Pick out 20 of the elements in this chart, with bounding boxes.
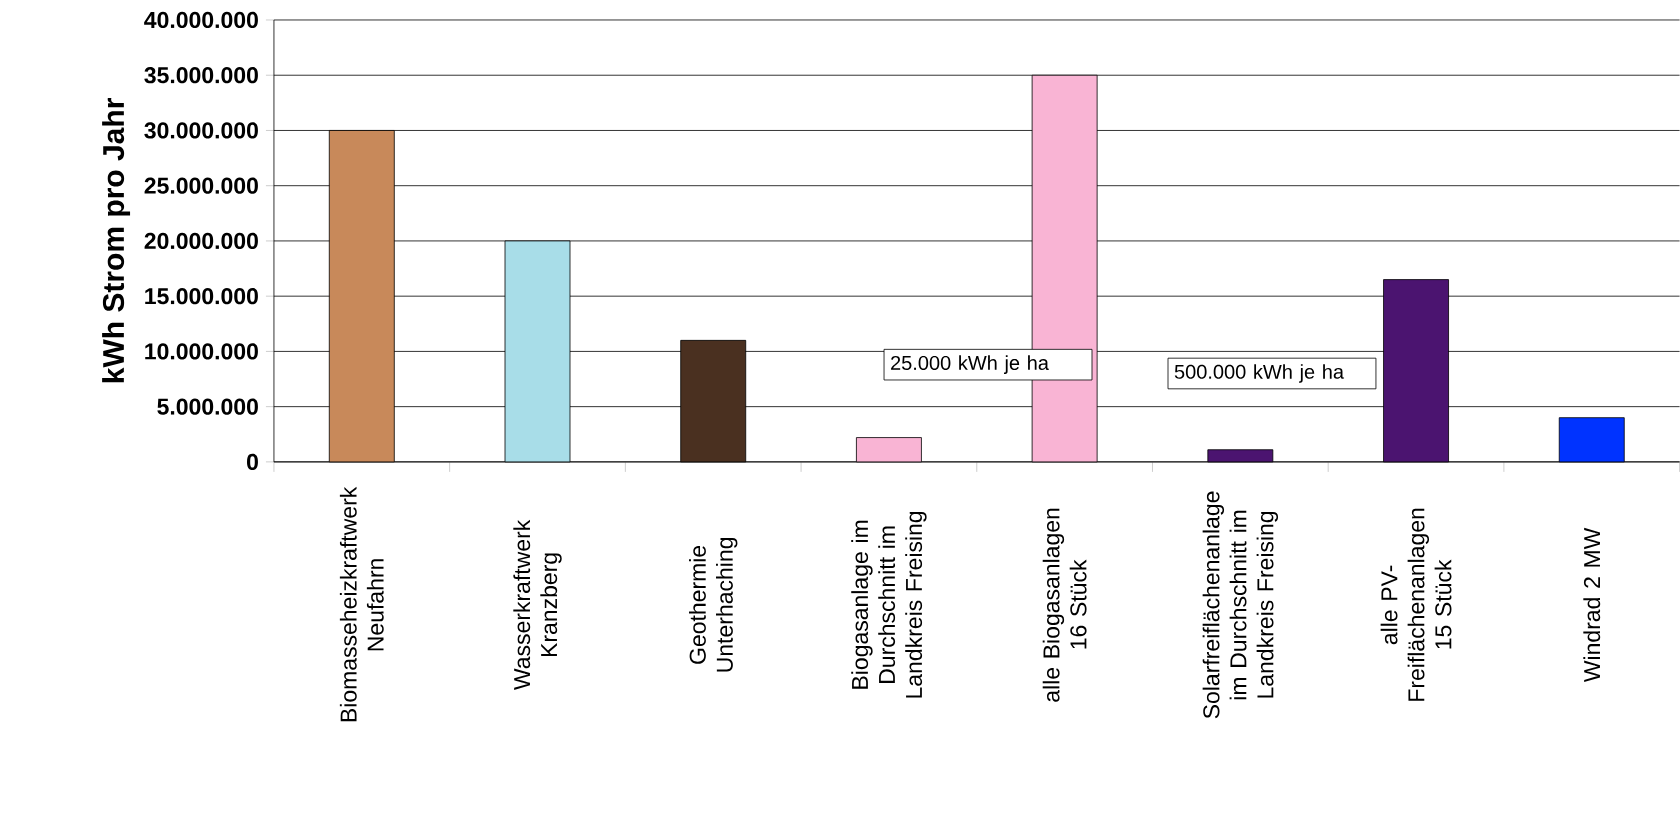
x-tick-label: Biogasanlage im Durchschnitt im Landkreis Freising xyxy=(851,511,927,698)
y-tick-label: 25.000.000 xyxy=(144,177,258,194)
annotation: 25.000 kWh je ha xyxy=(891,355,1049,375)
y-tick-label: 15.000.000 xyxy=(145,288,258,305)
y-tick-label: 10.000.000 xyxy=(145,343,258,360)
x-tick-label: Biomasseheizkraftwerk Neufahrn xyxy=(339,486,384,722)
x-tick-label: Windrad 2 MW xyxy=(1583,527,1601,683)
y-tick-label: 5.000.000 xyxy=(157,398,258,415)
x-tick-label: alle PV-Freiflächenanlagen 15 Stück xyxy=(1380,508,1452,701)
y-tick-label: 35.000.000 xyxy=(144,67,258,84)
y-tick-label: 40.000.000 xyxy=(144,11,258,29)
x-tick-label: Solarfreiflächenanlage im Durchschnitt im Landkreis Freising xyxy=(1202,491,1279,719)
y-tick-label: 30.000.000 xyxy=(144,122,258,139)
x-tick-label: alle Biogasanlagen 16 Stück xyxy=(1042,508,1087,702)
x-tick-label: Geothermie Unterhaching xyxy=(689,538,738,672)
annotation: 500.000 kWh je ha xyxy=(1174,364,1345,383)
x-tick-label: Wasserkraftwerk Kranzberg xyxy=(513,519,562,691)
y-tick-label: 0 xyxy=(247,453,258,471)
y-axis-title: kWh Strom pro Jahr xyxy=(102,98,131,383)
y-tick-label: 20.000.000 xyxy=(144,232,258,250)
